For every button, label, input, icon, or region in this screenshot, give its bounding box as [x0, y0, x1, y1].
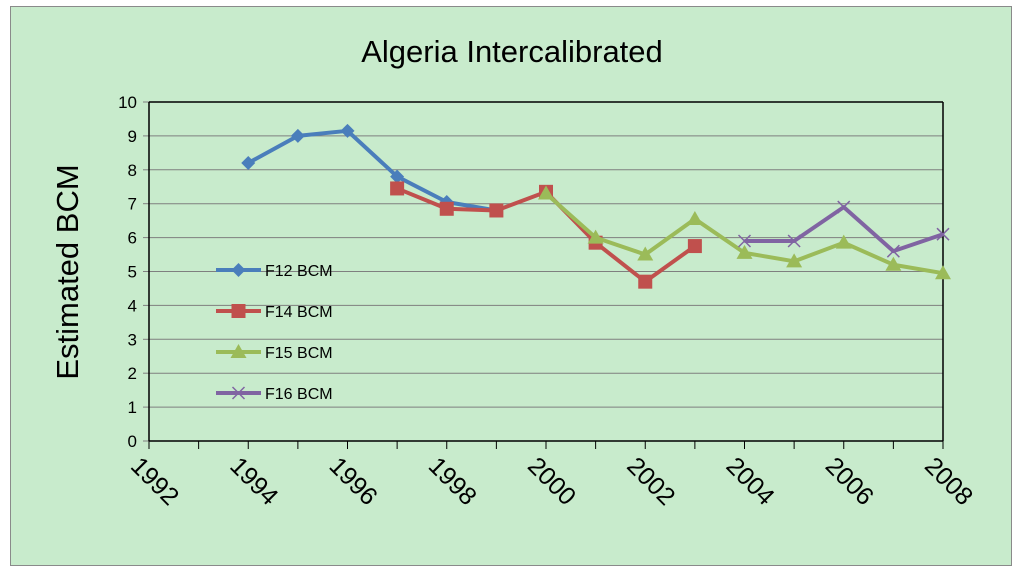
data-point — [231, 263, 246, 277]
y-tick-label: 4 — [128, 296, 137, 315]
legend-item: F16 BCM — [216, 386, 333, 403]
data-point — [231, 304, 246, 318]
data-point — [786, 253, 803, 268]
x-tick-label: 1992 — [125, 452, 184, 511]
x-tick-label: 1994 — [224, 452, 283, 511]
y-tick-label: 5 — [128, 263, 137, 282]
y-tick-label: 6 — [128, 229, 137, 248]
chart-title: Algeria Intercalibrated — [361, 34, 663, 69]
data-point — [787, 234, 801, 248]
series-f16-bcm — [737, 200, 950, 258]
x-tick-label: 1998 — [423, 452, 482, 511]
data-point — [538, 185, 554, 200]
legend-label: F14 BCM — [265, 304, 333, 321]
x-tick-label: 2002 — [621, 452, 680, 511]
y-tick-label: 8 — [128, 161, 137, 180]
data-point — [737, 234, 752, 248]
data-point — [390, 169, 405, 184]
data-point — [687, 239, 702, 254]
data-point — [686, 210, 703, 225]
data-point — [290, 128, 305, 143]
data-point — [241, 156, 256, 171]
legend-label: F12 BCM — [265, 263, 333, 280]
series-f15-bcm — [538, 185, 951, 280]
data-point — [587, 229, 604, 244]
legend: F12 BCM F14 BCM F15 BCM F16 BCM — [216, 263, 333, 403]
data-point — [439, 201, 454, 216]
series-layer — [241, 123, 951, 289]
series-line — [247, 128, 497, 213]
x-tick-label: 2008 — [919, 452, 978, 511]
y-axis-label: Estimated BCM — [50, 164, 85, 379]
y-tick-label: 0 — [128, 432, 137, 451]
y-tick-label: 3 — [128, 330, 137, 349]
y-tick-labels: 0 1 2 3 4 5 6 7 8 9 10 — [118, 93, 137, 451]
gridlines — [143, 101, 943, 442]
data-point — [340, 123, 355, 138]
y-tick-label: 9 — [128, 127, 137, 146]
data-point — [835, 234, 852, 249]
data-point — [886, 244, 900, 258]
axes — [148, 101, 944, 449]
legend-item: F14 BCM — [216, 304, 333, 321]
legend-label: F16 BCM — [265, 386, 333, 403]
x-tick-label: 2004 — [721, 452, 780, 511]
x-tick-label: 2006 — [820, 452, 879, 511]
x-tick-label: 1996 — [324, 452, 383, 511]
data-point — [936, 227, 950, 241]
legend-label: F15 BCM — [265, 345, 333, 362]
y-tick-label: 10 — [118, 93, 137, 112]
legend-item: F12 BCM — [216, 263, 333, 280]
data-point — [736, 244, 753, 259]
x-tick-labels: 1992 1994 1996 1998 2000 2002 2004 2006 2008 — [125, 452, 978, 511]
data-point — [231, 386, 246, 400]
x-tick-label: 2000 — [522, 452, 581, 511]
y-tick-label: 2 — [128, 364, 137, 383]
data-point — [390, 181, 405, 196]
data-point — [837, 200, 851, 214]
data-point — [230, 344, 247, 358]
legend-item: F15 BCM — [216, 344, 333, 362]
data-point — [935, 265, 951, 280]
y-tick-label: 7 — [128, 195, 137, 214]
data-point — [885, 256, 902, 271]
data-point — [489, 203, 504, 218]
data-point — [637, 246, 654, 261]
y-tick-label: 1 — [128, 398, 137, 417]
data-point — [638, 274, 653, 289]
